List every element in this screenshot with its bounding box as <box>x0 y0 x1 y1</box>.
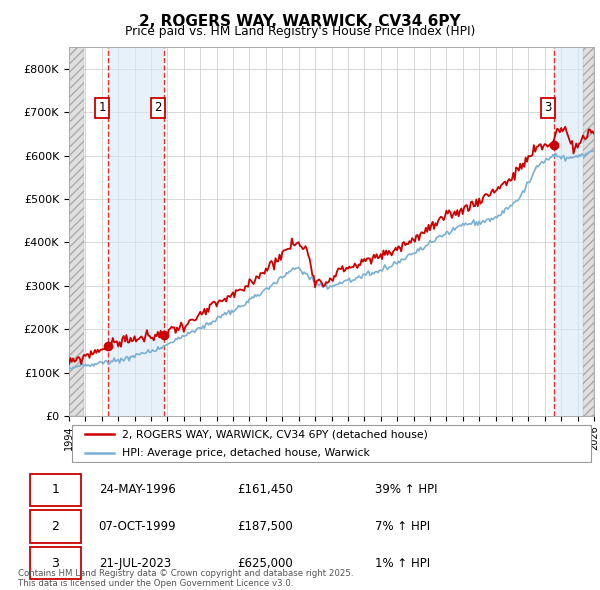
Text: £625,000: £625,000 <box>237 557 293 570</box>
FancyBboxPatch shape <box>71 425 592 461</box>
Text: 1: 1 <box>52 483 59 496</box>
Text: £187,500: £187,500 <box>237 520 293 533</box>
Text: 1: 1 <box>98 101 106 114</box>
FancyBboxPatch shape <box>29 474 82 506</box>
FancyBboxPatch shape <box>29 510 82 543</box>
Text: 1% ↑ HPI: 1% ↑ HPI <box>375 557 430 570</box>
Text: £161,450: £161,450 <box>237 483 293 496</box>
Bar <box>554 47 583 416</box>
Text: 2: 2 <box>52 520 59 533</box>
Text: Contains HM Land Registry data © Crown copyright and database right 2025.
This d: Contains HM Land Registry data © Crown c… <box>18 569 353 588</box>
Bar <box>108 47 164 416</box>
FancyBboxPatch shape <box>29 548 82 579</box>
Text: 24-MAY-1996: 24-MAY-1996 <box>98 483 175 496</box>
Bar <box>69 47 84 416</box>
Text: 3: 3 <box>52 557 59 570</box>
Text: 07-OCT-1999: 07-OCT-1999 <box>98 520 176 533</box>
Text: Price paid vs. HM Land Registry's House Price Index (HPI): Price paid vs. HM Land Registry's House … <box>125 25 475 38</box>
Text: 39% ↑ HPI: 39% ↑ HPI <box>375 483 437 496</box>
Text: 2, ROGERS WAY, WARWICK, CV34 6PY: 2, ROGERS WAY, WARWICK, CV34 6PY <box>139 14 461 28</box>
Text: 2: 2 <box>154 101 161 114</box>
Text: 2, ROGERS WAY, WARWICK, CV34 6PY (detached house): 2, ROGERS WAY, WARWICK, CV34 6PY (detach… <box>121 430 427 440</box>
Bar <box>583 47 594 416</box>
Text: 21-JUL-2023: 21-JUL-2023 <box>98 557 171 570</box>
Text: 7% ↑ HPI: 7% ↑ HPI <box>375 520 430 533</box>
Text: 3: 3 <box>544 101 551 114</box>
Text: HPI: Average price, detached house, Warwick: HPI: Average price, detached house, Warw… <box>121 448 370 458</box>
